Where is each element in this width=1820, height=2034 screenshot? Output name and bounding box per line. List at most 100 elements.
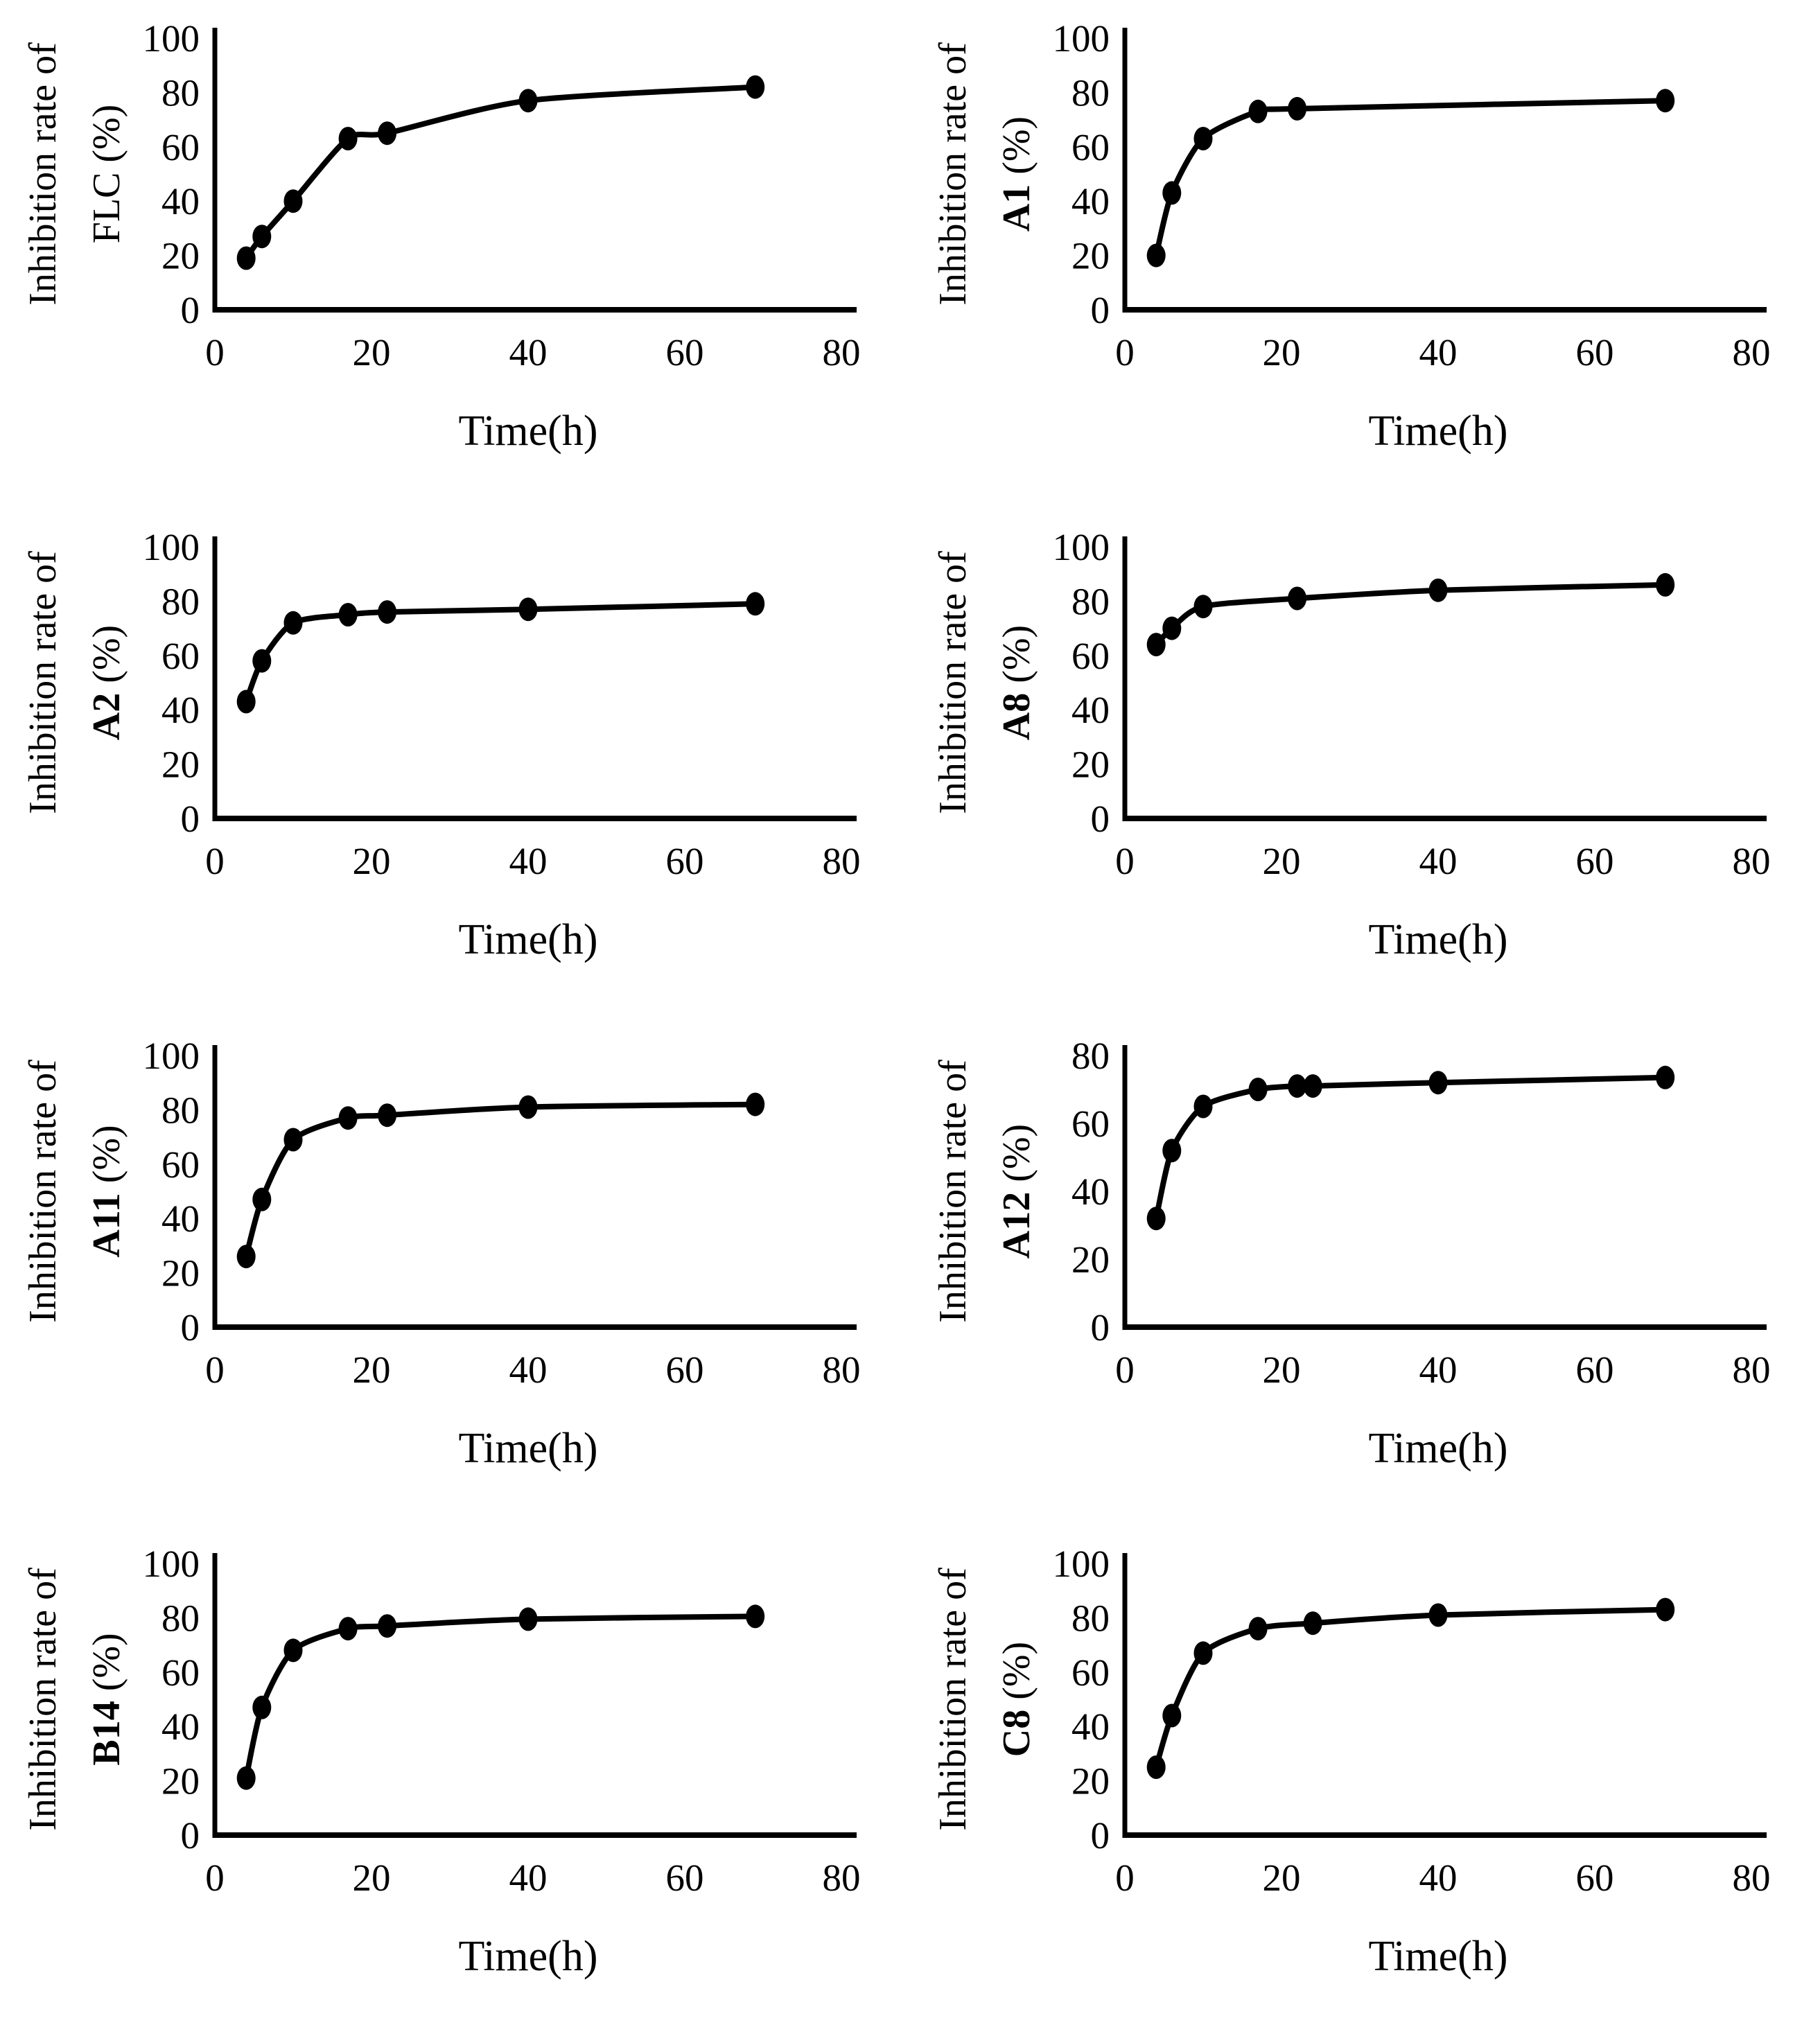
y-axis-title: Inhibition rate of A8 (%) [931,551,1038,814]
chart-svg-b14: 0 20 40 60 80 100 0 20 40 60 80 Time(h) Inhibition r… [21,1543,861,1980]
data-point [236,1766,256,1790]
y-tick-label: 40 [161,1198,200,1240]
y-tick-label: 100 [143,526,200,568]
data-point [1656,572,1675,597]
data-point [1162,1703,1182,1728]
y-tick-label: 60 [161,1143,200,1185]
y-axis-title: Inhibition rate of A1 (%) [931,42,1038,306]
y-tick-label: 0 [1091,1814,1110,1857]
y-tick-label: 0 [1091,1306,1110,1349]
series-line [1153,98,1668,258]
data-point [1248,1617,1268,1641]
y-tick-label: 0 [181,289,200,331]
data-point [1193,1094,1213,1118]
y-tick-label: 0 [181,1814,200,1857]
x-tick-label: 0 [205,331,225,374]
x-tick-label: 80 [823,331,861,374]
data-point [1162,181,1182,205]
series-line [243,1613,758,1781]
data-point [1303,1073,1322,1098]
data-point [1146,1755,1166,1780]
data-point [338,602,358,626]
y-tick-label: 40 [1071,180,1110,222]
x-tick-label: 20 [353,1349,391,1391]
x-tick-label: 40 [1419,331,1458,374]
chart-a2: 0 20 40 60 80 100 0 20 40 60 80 Time(h) Inhibition r… [0,509,910,1017]
y-tick-label: 40 [161,689,200,731]
y-tick-label: 60 [1071,1103,1110,1145]
data-point [746,75,765,99]
data-point [518,89,538,113]
x-tick-label: 40 [509,1857,548,1899]
y-tick-label: 80 [161,71,200,114]
data-point [252,1187,272,1211]
x-tick-label: 40 [1419,1349,1458,1391]
y-tick-label: 60 [1071,126,1110,168]
series-line [1153,1074,1668,1221]
chart-b14: 0 20 40 60 80 100 0 20 40 60 80 Time(h) Inhibition r… [0,1525,910,2033]
data-point [1288,1073,1307,1098]
chart-a12: 0 20 40 60 80 0 20 40 60 80 Time(h) Inhibition rate… [910,1017,1820,1525]
x-tick-label: 0 [205,1857,225,1899]
data-point [236,1244,256,1268]
x-tick-label: 20 [353,331,391,374]
x-tick-label: 40 [1419,840,1458,882]
y-tick-label: 60 [161,635,200,677]
y-tick-label: 40 [161,180,200,222]
y-tick-label: 40 [161,1706,200,1748]
chart-svg-a8: 0 20 40 60 80 100 0 20 40 60 80 Time(h) Inhibition r… [931,526,1771,963]
chart-svg-c8: 0 20 40 60 80 100 0 20 40 60 80 Time(h) Inhibition r… [931,1543,1771,1980]
data-point [338,1617,358,1641]
y-tick-label: 100 [143,17,200,60]
x-tick-label: 20 [353,1857,391,1899]
x-tick-label: 40 [1419,1857,1458,1899]
y-tick-label: 100 [143,1543,200,1585]
x-tick-label: 0 [1115,840,1135,882]
x-tick-label: 60 [1576,1349,1614,1391]
data-point [1248,99,1268,123]
data-point [283,189,303,213]
x-axis-title: Time(h) [1369,407,1508,455]
data-point [283,1128,303,1151]
data-point [1193,594,1213,618]
data-point [518,1095,538,1119]
data-point [1162,616,1182,640]
chart-c8: 0 20 40 60 80 100 0 20 40 60 80 Time(h) Inhibition r… [910,1525,1820,2033]
x-tick-label: 60 [666,840,704,882]
chart-svg-a2: 0 20 40 60 80 100 0 20 40 60 80 Time(h) Inhibition r… [21,526,861,963]
data-point [1146,243,1166,268]
x-tick-label: 80 [823,840,861,882]
x-tick-label: 60 [666,1349,704,1391]
data-point [1428,1603,1448,1627]
data-point [252,649,272,673]
series-line [243,84,758,261]
x-axis-title: Time(h) [459,1425,598,1472]
y-tick-label: 80 [1071,71,1110,114]
x-tick-label: 40 [509,331,548,374]
data-point [252,225,272,249]
data-point [378,121,397,146]
y-axis-title: Inhibition rate of A12 (%) [931,1059,1038,1322]
chart-svg-a1: 0 20 40 60 80 100 0 20 40 60 80 Time(h) Inhibition r… [931,17,1771,455]
data-point [378,1103,397,1127]
y-tick-label: 60 [161,126,200,168]
data-point [1656,1597,1675,1622]
x-tick-label: 20 [1263,840,1301,882]
y-tick-label: 80 [1071,580,1110,622]
data-point [746,1604,765,1629]
data-point [518,1607,538,1631]
y-tick-label: 20 [161,1252,200,1294]
chart-a11: 0 20 40 60 80 100 0 20 40 60 80 Time(h) Inhibition r… [0,1017,910,1525]
x-tick-label: 60 [1576,331,1614,374]
series-line [243,1101,758,1259]
data-point [746,592,765,616]
y-tick-label: 20 [161,1760,200,1803]
data-point [1428,578,1448,602]
series-line [1153,581,1668,647]
x-axis-title: Time(h) [459,1933,598,1980]
y-tick-label: 60 [161,1651,200,1694]
x-tick-label: 0 [1115,1857,1135,1899]
y-axis-title: Inhibition rate of FLC (%) [21,42,128,306]
chart-a8: 0 20 40 60 80 100 0 20 40 60 80 Time(h) Inhibition r… [910,509,1820,1017]
